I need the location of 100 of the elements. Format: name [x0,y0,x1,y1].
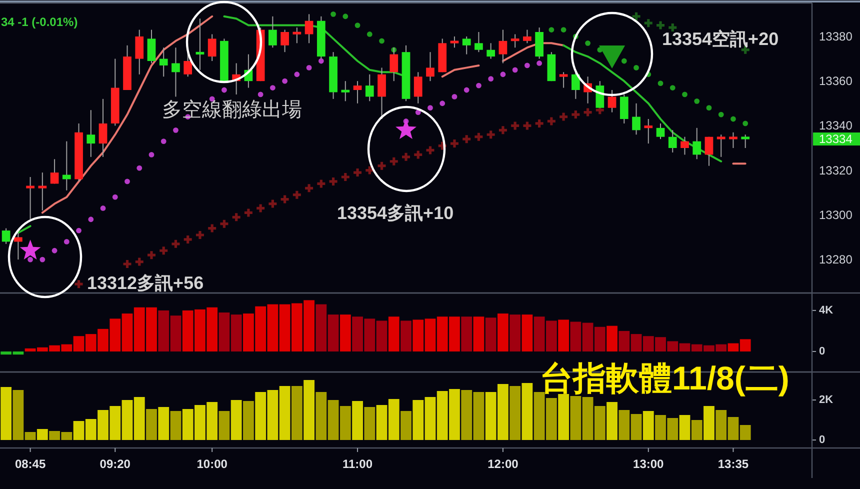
point [498,124,508,136]
bar [510,386,521,440]
point [342,14,348,20]
candlestick [571,72,580,100]
candlestick [38,172,47,211]
bar [242,401,254,440]
candlestick [741,134,750,148]
point [328,176,339,187]
point [412,149,424,160]
point [136,165,142,171]
point [428,105,433,111]
point [585,40,590,46]
bar [606,326,618,352]
point [461,134,472,144]
annotation: 13354多訊+10 [337,203,454,223]
point [340,172,351,182]
candlestick [353,80,362,104]
point [76,228,82,234]
point [194,230,206,240]
bar [218,411,230,440]
candlestick [208,34,216,62]
y-tick-label: 4K [819,304,834,316]
bar [522,314,533,352]
point [667,22,678,33]
point [643,18,654,28]
y-tick-label: 13380 [819,29,853,44]
point [658,80,664,86]
bar [304,380,314,440]
point [512,67,518,73]
point [206,223,218,234]
point [510,120,520,131]
y-tick-label: 13360 [819,74,853,88]
point [182,234,194,245]
bar [485,318,496,352]
point [282,78,288,84]
point [258,92,264,98]
point [243,207,254,218]
candlestick [304,14,314,44]
point [52,248,58,254]
candlestick [26,176,34,220]
point [354,22,360,28]
bar [691,420,702,440]
point [294,72,300,78]
bar [230,400,242,440]
point [476,82,482,88]
point [158,245,169,256]
bar [522,383,533,440]
candlestick [644,118,653,144]
candlestick [159,47,168,78]
point [536,60,542,66]
bar [510,314,521,352]
bar [498,314,508,352]
point [222,87,227,93]
point [500,72,506,78]
y-tick-label: 13320 [819,163,853,178]
point [582,107,594,118]
candlestick [523,29,532,44]
candlestick [620,94,628,124]
point [218,218,230,230]
candlestick [510,34,520,48]
point [366,32,372,37]
candlestick [680,136,689,156]
candlestick [280,29,289,53]
point [488,76,494,82]
point [267,198,278,210]
point [112,194,118,200]
candlestick [98,98,108,158]
x-tick-label: 13:35 [718,457,749,471]
candlestick [135,29,144,75]
point [173,127,178,133]
candlestick [365,74,374,102]
bar [558,394,570,440]
candlestick [462,36,471,55]
candlestick [716,134,726,158]
candlestick [341,80,350,102]
annotation: 34 -1 (-0.01%) [1,15,78,29]
candlestick [14,232,22,260]
candlestick [559,72,568,88]
candlestick [292,27,302,44]
candlestick [474,32,483,53]
candlestick [729,132,738,148]
y-tick-label: 13300 [819,208,853,222]
point [682,92,688,98]
point [546,116,557,127]
point [280,194,290,205]
y-tick-label: 13280 [819,252,853,267]
point [316,178,326,189]
point [400,152,412,162]
point [655,20,666,31]
point [255,202,266,214]
candlestick [632,102,640,136]
text: 13334 [819,132,853,146]
point [424,144,436,156]
point [440,100,446,106]
point [730,116,736,122]
x-tick-label: 10:00 [196,457,228,471]
point [148,152,154,158]
candlestick [50,158,59,184]
x-tick-label: 12:00 [488,457,519,471]
candlestick [692,127,702,160]
